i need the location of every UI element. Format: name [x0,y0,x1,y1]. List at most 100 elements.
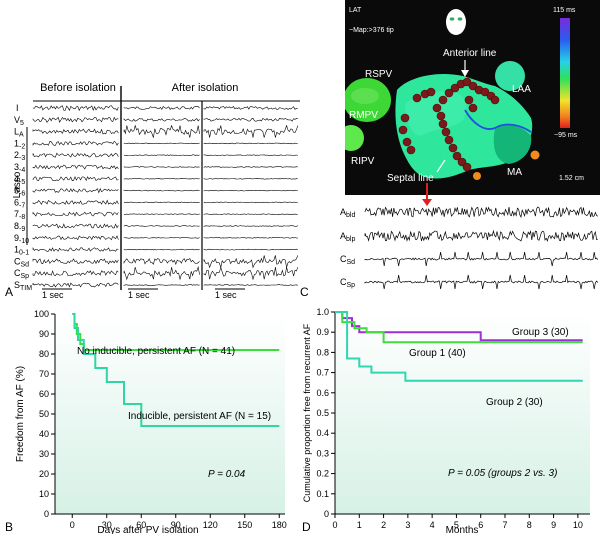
channel-label-0: I [16,103,19,113]
channel-label-10: 8-9 [14,221,25,233]
ablation-lesion [448,143,458,153]
c-channel-label-0: Abld [340,207,355,219]
trace-after-0 [123,106,200,111]
x-axis-title-b: Days after PV isolation [97,525,198,534]
panel-b-letter: B [5,520,13,534]
channel-label-15: STIM [14,280,32,292]
ablation-lesion [412,93,422,103]
channel-label-9: 7-8 [14,209,25,221]
b-y-tick-label: 20 [39,469,49,479]
d-x-tick-label: 6 [478,520,483,530]
d-x-tick-label: 10 [573,520,583,530]
trace-after-8 [123,201,200,204]
lasso-label: Lasso [12,171,23,198]
y-axis-title-b: Freedom from AF (%) [15,366,26,462]
trace-before-5 [32,164,119,170]
ablation-lesion [468,81,478,91]
d-x-tick-label: 3 [405,520,410,530]
trace-after-3 [123,142,200,145]
trace-after-12 [123,248,200,251]
ablation-lesion [441,127,451,137]
b-y-tick-label: 40 [39,429,49,439]
d-y-tick-label: 1.0 [316,307,329,317]
trace-after-13 [123,258,200,266]
b-y-tick-label: 30 [39,449,49,459]
trace-after2-5 [203,166,298,168]
panel-a-header-before: Before isolation [40,82,116,94]
map-mode: LAT [349,7,362,14]
label-ripv: RIPV [351,156,375,167]
panel-d-letter: D [302,520,311,534]
trace-after-5 [123,166,200,168]
series-label-no-inducible: No inducible, persistent AF (N = 41) [77,346,235,357]
series-label-inducible: Inducible, persistent AF (N = 15) [128,411,271,422]
trace-after-4 [123,154,200,156]
ablation-lesion [400,113,410,123]
ablation-lesion [398,125,408,135]
panel-a-header-after: After isolation [172,82,239,94]
d-y-tick-label: 0.2 [316,469,329,479]
trace-after-6 [123,178,200,180]
trace-after-11 [123,237,200,239]
d-y-tick-label: 0.4 [316,428,329,438]
scale-label-2: 1 sec [215,290,237,300]
septal-marker [473,172,481,180]
d-y-tick-label: 0 [324,509,329,519]
ablation-lesion [444,135,454,145]
channel-label-6: 4-5 [14,174,25,186]
trace-after-2 [123,124,200,138]
p-value-b: P = 0.04 [208,469,246,480]
septal-line-arrow [436,159,446,173]
b-series-line-1 [72,313,280,427]
map-note: ~Map:>376 tip [349,27,394,34]
d-series-line-1 [335,311,583,344]
trace-after2-2 [203,124,299,138]
plot-area-d [335,312,590,514]
label-rmpv: RMPV [349,110,378,121]
trace-after2-11 [203,237,298,239]
ablation-lesion [462,77,472,87]
trace-before-7 [32,187,119,194]
c-channel-label-1: Ablp [340,231,355,243]
ablation-lesion [462,162,472,172]
trace-after-1 [123,118,200,122]
c-channel-label-2: CSd [340,254,355,266]
c-trace-2 [364,251,599,267]
channel-label-4: 2-3 [14,150,25,162]
ablation-lesion [438,119,448,129]
ablation-lesion [450,83,460,93]
trace-before-13 [32,258,119,265]
trace-before-6 [32,176,119,182]
channel-label-2: LA [14,127,24,139]
label-rspv: RSPV [365,69,393,80]
orientation-head-icon [446,9,466,35]
ablation-lesion [406,145,416,155]
series-label-group3: Group 3 (30) [512,327,569,338]
ablation-lesion [438,95,448,105]
scale-label-0: 1 sec [42,290,64,300]
trace-before-15 [32,282,119,288]
channel-label-3: 1-2 [14,138,25,150]
trace-after2-8 [203,201,298,204]
d-x-tick-label: 8 [527,520,532,530]
d-x-tick-label: 9 [551,520,556,530]
b-x-tick-label: 120 [203,520,218,530]
map-graphic: LAT ~Map:>376 tip 115 ms −95 ms 1.52 cm … [345,7,584,184]
label-anterior-line: Anterior line [443,48,497,59]
channel-label-13: CSd [14,256,29,268]
trace-after2-10 [203,225,298,227]
trace-before-9 [32,211,119,217]
trace-after2-7 [203,189,298,192]
y-axis-title-d: Cumulative proportion free from recurren… [302,323,312,502]
channel-label-7: 5-6 [14,186,25,198]
d-x-tick-label: 1 [357,520,362,530]
panel-c-letter: C [300,285,309,299]
trace-before-3 [32,140,119,146]
b-y-tick-label: 90 [39,329,49,339]
d-y-tick-label: 0.7 [316,368,329,378]
trace-before-14 [32,270,119,277]
channel-label-8: 6-7 [14,197,25,209]
b-x-tick-label: 150 [237,520,252,530]
panel-c-tracings: Abld Ablp CSd CSp C [300,206,599,299]
scale-label-1: 1 sec [128,290,150,300]
